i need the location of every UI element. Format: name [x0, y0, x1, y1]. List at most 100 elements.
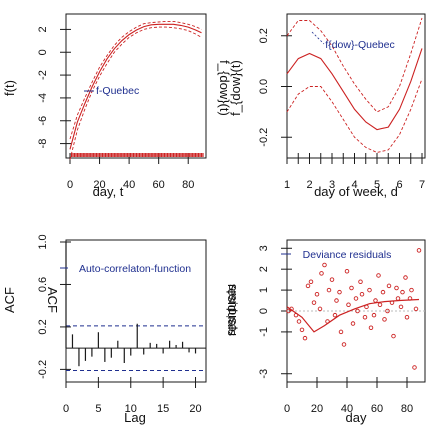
panel-annotation: Auto-correlaton-function	[79, 263, 191, 275]
residual-point	[394, 285, 399, 291]
residual-point	[337, 289, 342, 295]
x-tick-label: 15	[157, 403, 169, 415]
series-line-upper	[69, 20, 202, 140]
residual-point	[413, 306, 419, 312]
residual-point	[398, 304, 404, 310]
x-tick-label: 2	[306, 179, 312, 191]
x-tick-label: 5	[374, 179, 380, 191]
residual-point	[385, 308, 390, 314]
plot-frame	[65, 13, 207, 159]
residual-point	[317, 306, 323, 312]
residual-point	[412, 365, 417, 370]
residual-point	[409, 287, 414, 293]
x-tick-label: 4	[351, 179, 357, 191]
residual-point	[359, 292, 365, 297]
residual-point	[403, 275, 408, 280]
residual-point	[404, 315, 410, 320]
residual-point	[367, 287, 372, 293]
panel-annotation: f-Quebec	[96, 85, 139, 97]
residual-point	[391, 333, 396, 339]
residual-point	[314, 292, 320, 297]
residual-point	[368, 325, 374, 330]
x-tick-label: 0	[63, 403, 69, 415]
y-tick-label: 3	[258, 245, 270, 251]
x-axis-title: day of week, d	[314, 184, 398, 199]
residual-point	[380, 289, 386, 295]
y-axis-title-outer: residuals	[224, 283, 239, 336]
y-tick-label: 0.2	[258, 28, 270, 43]
x-tick-label: 60	[153, 179, 165, 191]
x-tick-label: 20	[93, 179, 105, 191]
panel-day-of-week: 1 2 3 4 5 6 7 0.2 0.0 -0.2 day of week, d f_{dow}(t…	[217, 13, 426, 199]
x-tick-label: 40	[123, 179, 135, 191]
residual-point	[302, 335, 308, 341]
y-tick-label: 0	[37, 49, 49, 55]
residual-point	[371, 312, 377, 318]
residual-point	[286, 308, 291, 314]
residual-point	[341, 342, 347, 347]
residual-point	[395, 296, 401, 301]
y-tick-label: 1	[258, 287, 270, 293]
residual-point	[319, 271, 324, 276]
residual-point	[296, 319, 302, 324]
panel-annotation: f{dow}-Quebec	[325, 39, 394, 51]
x-tick-label: 7	[419, 179, 425, 191]
y-tick-label: -4	[37, 93, 49, 103]
residual-point	[332, 312, 338, 318]
annotation-leader	[311, 31, 325, 45]
y-tick-label: -1	[258, 327, 270, 337]
x-tick-label: 80	[182, 179, 194, 191]
x-axis-title: Lag	[124, 410, 146, 425]
residual-point	[377, 302, 383, 307]
residual-point	[362, 315, 368, 320]
residual-point	[355, 308, 360, 314]
residual-point	[326, 287, 332, 293]
y-tick-label: 0.0	[258, 79, 270, 94]
residual-point	[382, 317, 387, 322]
residual-point	[400, 289, 405, 295]
y-axis-title-inner: residuals	[225, 284, 240, 337]
residual-point	[358, 279, 363, 284]
series-line-lower	[286, 78, 423, 153]
x-tick-label: 80	[401, 403, 413, 415]
y-tick-label: 0.2	[37, 319, 49, 334]
x-axis-title: day, t	[93, 184, 124, 199]
residual-point	[350, 321, 356, 326]
residual-point	[416, 248, 422, 253]
y-tick-label: -0.2	[37, 360, 49, 379]
y-tick-label: 0	[258, 308, 270, 314]
y-axis-title-inner: ACF	[45, 287, 60, 313]
series-line-fit	[69, 23, 202, 150]
plot-frame	[65, 239, 207, 383]
y-tick-label: 0.6	[37, 277, 49, 292]
y-tick-label: -8	[37, 139, 49, 149]
residual-point	[322, 262, 327, 268]
x-tick-label: 0	[284, 403, 290, 415]
x-tick-label: 20	[311, 403, 323, 415]
residual-point	[344, 269, 350, 274]
residual-point	[311, 300, 317, 305]
y-axis-title-outer: f(t)	[2, 80, 17, 96]
x-tick-label: 20	[189, 403, 201, 415]
residual-point	[376, 273, 381, 278]
panel-annotation: Deviance residuals	[303, 249, 392, 261]
residual-point	[349, 285, 354, 291]
panel-acf: 0 5 10 15 20 1.0 0.6 0.2 -0.2 Lag ACF ACF Auto-corre…	[2, 234, 207, 425]
y-tick-label: -6	[37, 116, 49, 126]
y-tick-label: 1.0	[37, 234, 49, 249]
residual-point	[334, 298, 339, 303]
residual-point	[338, 329, 344, 335]
y-tick-label: -0.2	[258, 128, 270, 147]
residual-point	[346, 302, 351, 307]
residual-smooth	[286, 298, 420, 333]
y-tick-label: 2	[37, 26, 49, 32]
y-tick-label: -2	[37, 70, 49, 80]
y-axis-title-outer: f_{dow}(t)	[228, 60, 243, 116]
x-axis-title: day	[346, 410, 367, 425]
residual-point	[308, 279, 314, 284]
x-tick-label: 60	[371, 403, 383, 415]
x-tick-label: 5	[95, 403, 101, 415]
series-line-fit	[286, 48, 423, 131]
